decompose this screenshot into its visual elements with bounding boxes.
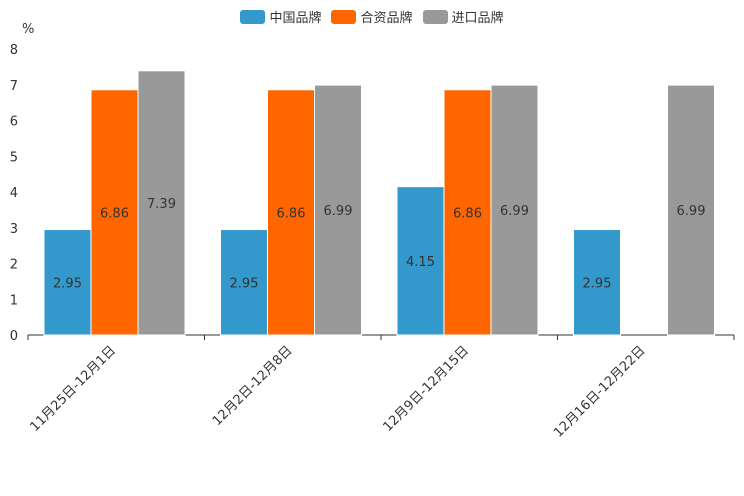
x-tick-label: 12月16日-12月22日 <box>551 343 648 440</box>
legend-swatch-imported-brand <box>422 9 448 24</box>
data-label: 7.39 <box>147 197 176 212</box>
legend-swatch-china-brand <box>240 9 266 24</box>
y-tick-label: 2 <box>10 258 18 273</box>
bar <box>137 70 186 336</box>
y-tick-label: 0 <box>10 329 18 344</box>
y-tick-label: 7 <box>10 79 18 94</box>
bar <box>396 186 445 336</box>
x-tick-label: 11月25日-12月1日 <box>27 343 119 435</box>
legend: 中国品牌 合资品牌 进口品牌 <box>0 7 744 26</box>
y-tick-label: 8 <box>10 43 18 58</box>
legend-swatch-joint-venture-brand <box>331 9 357 24</box>
data-label: 6.86 <box>277 206 306 221</box>
bar <box>267 89 315 336</box>
legend-item-joint-venture-brand[interactable]: 合资品牌 <box>331 7 413 26</box>
bar <box>667 84 715 336</box>
legend-label-china-brand: 中国品牌 <box>269 11 322 26</box>
data-label: 2.95 <box>230 276 259 291</box>
legend-item-imported-brand[interactable]: 进口品牌 <box>422 7 504 26</box>
data-label: 6.99 <box>324 204 353 219</box>
data-label: 6.99 <box>677 204 706 219</box>
bar <box>90 89 139 336</box>
bar <box>573 229 621 336</box>
x-tick-label: 12月2日-12月8日 <box>210 343 296 429</box>
bar <box>314 84 362 336</box>
legend-label-imported-brand: 进口品牌 <box>451 11 504 26</box>
y-tick-label: 6 <box>10 115 18 130</box>
data-label: 2.95 <box>53 276 82 291</box>
y-tick-label: 3 <box>10 222 18 237</box>
data-label: 4.15 <box>406 255 435 270</box>
data-label: 6.86 <box>453 206 482 221</box>
data-label: 6.99 <box>500 204 529 219</box>
x-tick-label: 12月9日-12月15日 <box>380 343 472 435</box>
y-tick-label: 5 <box>10 150 18 165</box>
bar <box>443 89 492 336</box>
bar <box>43 229 92 336</box>
legend-item-china-brand[interactable]: 中国品牌 <box>240 7 321 26</box>
y-tick-label: 4 <box>10 186 18 201</box>
data-label: 6.86 <box>100 206 129 221</box>
y-tick-label: 1 <box>10 293 18 308</box>
legend-label-joint-venture-brand: 合资品牌 <box>360 11 413 26</box>
bar <box>490 84 539 336</box>
data-label: 2.95 <box>583 276 612 291</box>
y-axis-unit: % <box>22 22 35 37</box>
bar <box>220 229 268 336</box>
